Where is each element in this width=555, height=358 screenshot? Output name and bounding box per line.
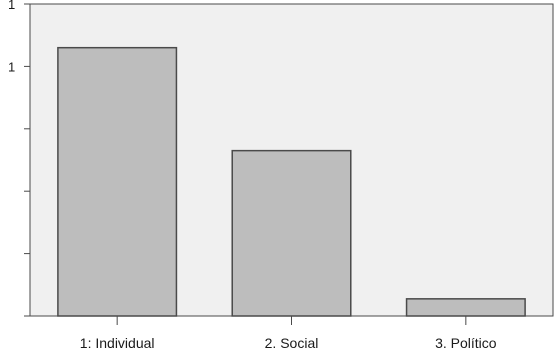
x-tick-label-3: 3. Político [435, 335, 497, 351]
bar-3 [405, 298, 526, 317]
y-tick-label-1: 1 [8, 59, 15, 74]
x-axis-labels: 1: Individual 2. Social 3. Político [80, 335, 497, 351]
bar-1 [57, 46, 178, 317]
x-tick-label-1: 1: Individual [80, 335, 155, 351]
x-axis-ticks [116, 316, 467, 325]
y-axis-labels: 11 [8, 0, 15, 74]
x-tick-label-2: 2. Social [265, 335, 319, 351]
bars-group [57, 46, 526, 317]
y-tick-label-0: 1 [8, 0, 15, 12]
y-axis-ticks [24, 3, 30, 317]
bar-2 [231, 149, 352, 317]
